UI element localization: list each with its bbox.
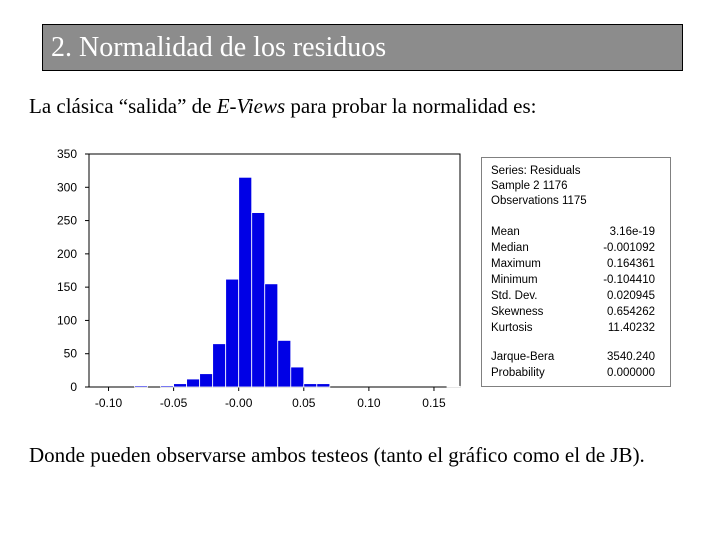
y-tick-label: 100 — [57, 313, 77, 327]
histogram-bar — [186, 378, 201, 388]
residuals-histogram: 350 300 250 200 150 100 50 0 -0.10 -0.05 -0.00 0.05… — [57, 147, 461, 410]
slide-title: 2. Normalidad de los residuos — [51, 32, 387, 63]
stats-panel: Series: Residuals Sample 2 1176 Observat… — [481, 157, 671, 387]
intro-text: La clásica “salida” de E-Views para prob… — [29, 94, 536, 119]
x-tick-label: 0.05 — [292, 396, 316, 410]
y-tick-label: 350 — [57, 147, 77, 161]
x-tick-label: -0.05 — [160, 396, 188, 410]
x-tick-label: 0.15 — [422, 396, 446, 410]
histogram-bar — [160, 385, 175, 388]
stat-label: Probability — [491, 367, 545, 379]
y-tick-label: 200 — [57, 247, 77, 261]
stat-label: Jarque-Bera — [491, 351, 555, 363]
y-tick-label: 250 — [57, 214, 77, 228]
y-tick-label: 50 — [64, 347, 78, 361]
stat-label: Std. Dev. — [491, 290, 538, 302]
stat-value: 3.16e-19 — [609, 226, 655, 238]
stat-value: 3540.240 — [607, 351, 655, 363]
stat-value: 0.020945 — [607, 290, 655, 302]
slide-title-bar: 2. Normalidad de los residuos — [42, 24, 683, 71]
histogram-bar — [173, 383, 188, 388]
intro-post: para probar la normalidad es: — [285, 94, 537, 118]
closing-text: Donde pueden observarse ambos testeos (t… — [29, 443, 645, 467]
stat-value: 0.164361 — [607, 258, 655, 270]
intro-italic: E-Views — [216, 94, 286, 118]
stat-label: Maximum — [491, 258, 541, 270]
stats-observations: Observations 1175 — [491, 195, 587, 207]
histogram-bar — [238, 176, 253, 388]
histogram-bar — [212, 343, 227, 388]
histogram-bar — [290, 366, 305, 388]
intro-pre: La clásica “salida” de — [29, 94, 217, 118]
stat-value: 0.654262 — [607, 306, 655, 318]
histogram-bar — [199, 373, 214, 388]
stat-label: Median — [491, 242, 529, 254]
stats-series: Series: Residuals — [491, 165, 581, 177]
histogram-bar — [316, 383, 331, 388]
histogram-bar — [264, 283, 279, 388]
x-tick-label: -0.10 — [95, 396, 123, 410]
histogram-bar — [251, 212, 266, 388]
histogram-bar — [277, 339, 292, 388]
stat-value: -0.104410 — [603, 274, 655, 286]
y-tick-label: 300 — [57, 180, 77, 194]
stat-label: Kurtosis — [491, 322, 533, 334]
y-tick-label: 150 — [57, 280, 77, 294]
histogram-bar — [134, 385, 148, 388]
y-tick-label: 0 — [70, 380, 77, 394]
stat-label: Skewness — [491, 306, 544, 318]
stats-sample: Sample 2 1176 — [491, 180, 568, 192]
stat-value: -0.001092 — [603, 242, 655, 254]
stat-label: Minimum — [491, 274, 538, 286]
histogram-bar — [446, 385, 461, 388]
stat-value: 11.40232 — [607, 322, 655, 334]
stat-label: Mean — [491, 226, 520, 238]
x-tick-label: 0.10 — [357, 396, 381, 410]
histogram-bar — [225, 278, 240, 388]
stat-value: 0.000000 — [607, 367, 655, 379]
histogram-bar — [303, 383, 318, 388]
x-tick-label: -0.00 — [225, 396, 253, 410]
